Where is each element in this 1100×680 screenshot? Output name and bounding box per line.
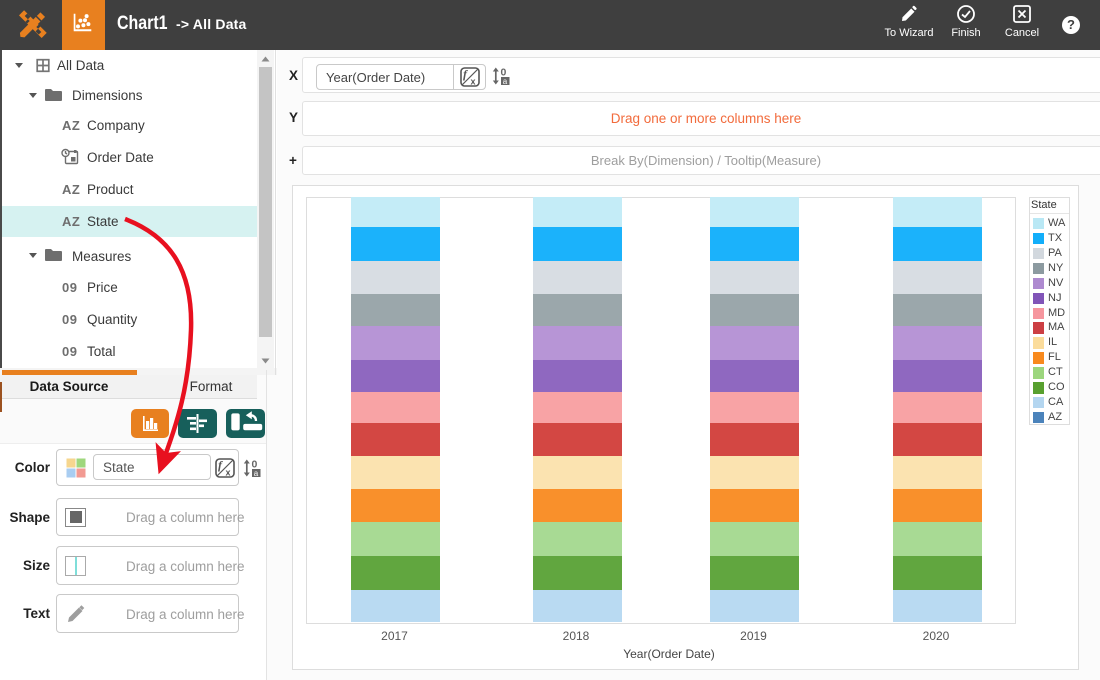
svg-text:x: x (471, 76, 476, 86)
svg-text:a: a (254, 469, 259, 477)
svg-text:0: 0 (501, 67, 507, 79)
svg-text:f: f (463, 67, 468, 81)
svg-text:a: a (503, 77, 508, 85)
svg-text:0: 0 (252, 459, 258, 471)
svg-text:x: x (226, 468, 231, 478)
svg-text:f: f (218, 458, 223, 472)
